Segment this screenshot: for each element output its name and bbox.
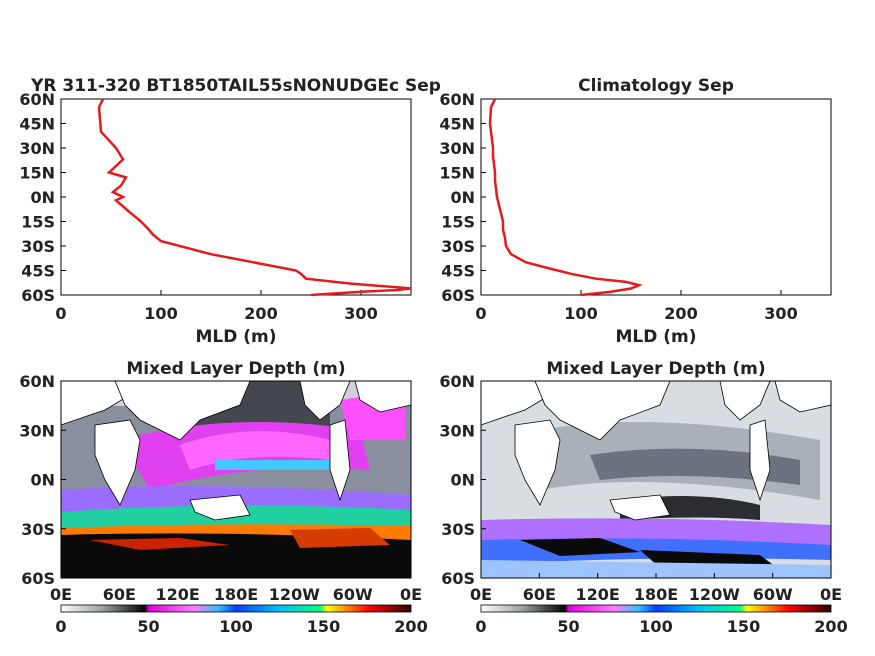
y-tick-label: 60S [21,569,55,588]
y-tick-label: 30S [21,520,55,539]
colorbar-tick-label: 0 [475,617,486,636]
colorbar-tick-label: 200 [394,617,427,636]
x-tick-label: 100 [144,304,177,323]
x-tick-label: 0E [820,585,842,604]
x-tick-label: 120E [156,585,200,604]
y-tick-label: 30N [439,139,475,158]
y-tick-label: 45N [439,115,475,134]
chart-title: Climatology Sep [578,76,734,96]
y-tick-label: 30N [19,421,55,440]
y-tick-label: 30S [21,237,55,256]
x-tick-label: 0 [55,304,66,323]
colorbar-tick-label: 100 [219,617,252,636]
x-tick-label: 100 [564,304,597,323]
y-tick-label: 0N [30,188,55,207]
y-tick-label: 15N [439,164,475,183]
colorbar-tick-label: 0 [55,617,66,636]
y-tick-label: 60S [441,569,475,588]
plot-frame [60,98,412,296]
panel-line-climatology: Climatology Sep 60S 45S 30S 15S 0N 15N 30N 45N 6… [439,76,832,347]
y-tick-label: 45S [21,262,55,281]
y-tick-label: 30N [19,139,55,158]
colorbar-tick-label: 150 [307,617,340,636]
y-tick-label: 60N [439,372,475,391]
y-tick-label: 60S [441,286,475,305]
y-tick-label: 0N [450,471,475,490]
colorbar-tick-label: 200 [814,617,847,636]
chart-title: Mixed Layer Depth (m) [126,359,345,379]
panel-map-climatology: Mixed Layer Depth (m) 60S 30S 0N 30N 60N 0E 60… [439,359,847,636]
y-tick-label: 15S [21,213,55,232]
x-tick-label: 300 [764,304,797,323]
y-tick-label: 15S [441,213,475,232]
panel-line-model: YR 311-320 BT1850TAIL55sNONUDGEc Sep 60S… [19,76,441,347]
y-tick-label: 30S [441,237,475,256]
colorbar [60,604,412,613]
y-tick-label: 30S [441,520,475,539]
y-tick-label: 60S [21,286,55,305]
y-tick-label: 60N [439,90,475,109]
land-masses [60,380,412,521]
y-tick-label: 15N [19,164,55,183]
x-tick-label: 0E [50,585,72,604]
colorbar-tick-label: 150 [727,617,760,636]
x-tick-label: 60W [333,585,373,604]
x-tick-label: 200 [244,304,277,323]
y-tick-label: 60N [19,90,55,109]
x-tick-label: 60E [523,585,556,604]
x-tick-label: 0 [475,304,486,323]
y-tick-label: 60N [19,372,55,391]
x-tick-label: 60E [103,585,136,604]
x-tick-label: 120W [269,585,320,604]
mld-line [488,98,643,297]
colorbar-tick-label: 100 [639,617,672,636]
y-tick-label: 0N [450,188,475,207]
colorbar-tick-label: 50 [557,617,579,636]
x-axis-label: MLD (m) [615,327,696,347]
x-tick-label: 120E [576,585,620,604]
x-tick-label: 120W [689,585,740,604]
chart-title: Mixed Layer Depth (m) [546,359,765,379]
x-axis-label: MLD (m) [195,327,276,347]
chart-title: YR 311-320 BT1850TAIL55sNONUDGEc Sep [30,76,441,96]
plot-frame [480,98,832,296]
y-tick-label: 0N [30,471,55,490]
mld-line [97,98,412,297]
y-tick-label: 45N [19,115,55,134]
x-tick-label: 300 [344,304,377,323]
x-tick-label: 180E [214,585,258,604]
x-tick-label: 0E [400,585,422,604]
x-tick-label: 200 [664,304,697,323]
colorbar [480,604,832,613]
x-tick-label: 180E [634,585,678,604]
x-tick-label: 0E [470,585,492,604]
colorbar-tick-label: 50 [137,617,159,636]
y-tick-label: 45S [441,262,475,281]
y-tick-label: 30N [439,421,475,440]
land-masses [480,380,832,521]
x-tick-label: 60W [753,585,793,604]
